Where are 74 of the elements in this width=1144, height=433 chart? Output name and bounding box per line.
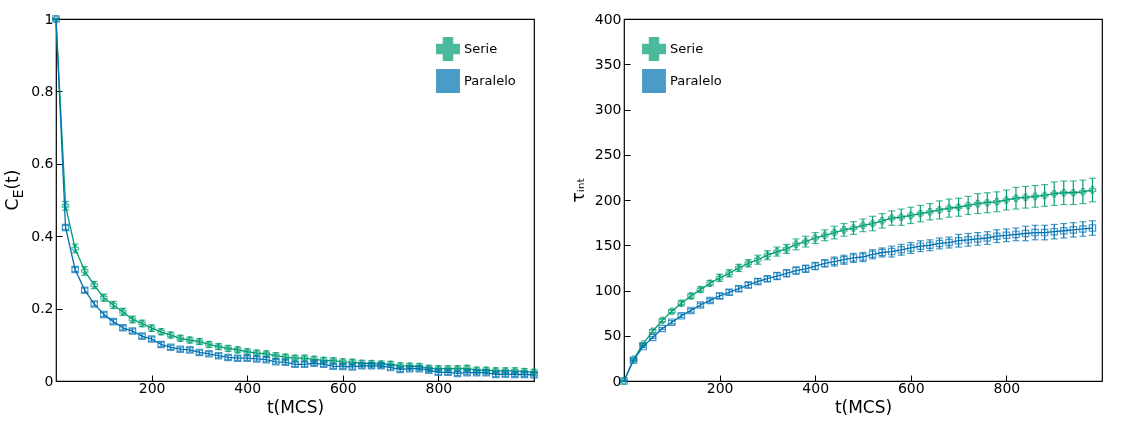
y-tick-label: 1 (44, 10, 54, 27)
x-tick-label: 400 (802, 379, 830, 396)
x-axis-title: t(MCS) (834, 396, 893, 417)
point (973, 235, 982, 243)
point (648, 333, 657, 342)
point (926, 208, 934, 216)
y-tick-label: 100 (594, 282, 622, 298)
point (1021, 193, 1030, 202)
y-tick-label: 200 (594, 191, 622, 208)
y-tick-label: 400 (594, 10, 622, 27)
y-tick-label: 300 (594, 101, 622, 117)
y-tick-label: 0 (44, 372, 54, 389)
x-tick-label: 800 (425, 379, 453, 396)
point (916, 209, 925, 218)
legend-label: Paralelo (670, 73, 722, 88)
point (1002, 196, 1011, 204)
point (907, 211, 915, 220)
x-tick-label: 200 (138, 379, 166, 396)
y-tick-label: 250 (594, 146, 622, 163)
legend-label: Paralelo (464, 73, 516, 88)
point (1069, 189, 1078, 197)
point (1021, 229, 1030, 238)
x-axis-title: t(MCS) (266, 396, 325, 417)
point (1060, 227, 1068, 235)
point (935, 206, 944, 214)
point (993, 232, 1001, 240)
y-tick-label: 150 (594, 236, 622, 253)
point (1031, 228, 1039, 237)
point (1050, 189, 1058, 198)
point (1040, 228, 1049, 237)
point (859, 221, 867, 230)
y-tick-label: 350 (594, 55, 622, 72)
point (964, 236, 972, 244)
point (973, 199, 982, 208)
y-tick-label: 0.8 (31, 82, 54, 99)
point (1040, 191, 1049, 200)
y-tick-label: 0.4 (31, 227, 54, 244)
y-tick-label: 0.6 (31, 155, 54, 172)
y-tick-label: 0 (612, 372, 622, 389)
point (840, 226, 848, 234)
x-tick-label: 600 (329, 379, 357, 396)
point (830, 228, 839, 237)
point (1060, 189, 1068, 197)
point (1050, 227, 1058, 236)
point (945, 204, 953, 212)
y-tick-label: 50 (603, 327, 622, 344)
legend-label: Serie (670, 41, 704, 56)
point (1012, 230, 1020, 239)
point (1031, 192, 1039, 201)
x-tick-label: 800 (993, 379, 1021, 396)
point (1079, 225, 1087, 233)
y-axis-title: τᵢₙₜ (568, 177, 588, 203)
x-tick-label: 400 (234, 379, 262, 396)
legend-label: Serie (464, 41, 498, 56)
point (954, 203, 963, 211)
point (1079, 188, 1087, 196)
y-tick-label: 0.2 (31, 300, 54, 317)
point (897, 213, 905, 221)
point (1012, 194, 1020, 202)
point (983, 198, 992, 207)
point (868, 219, 877, 228)
x-tick-label: 200 (706, 379, 734, 396)
point (887, 214, 896, 222)
point (1069, 226, 1078, 234)
point (1088, 224, 1097, 232)
point (878, 217, 886, 225)
point (1088, 186, 1097, 194)
point (983, 234, 992, 242)
point (993, 198, 1001, 206)
point (1002, 231, 1011, 240)
point (916, 242, 925, 250)
point (954, 236, 963, 245)
point (964, 201, 972, 210)
x-tick-label: 600 (897, 379, 925, 396)
